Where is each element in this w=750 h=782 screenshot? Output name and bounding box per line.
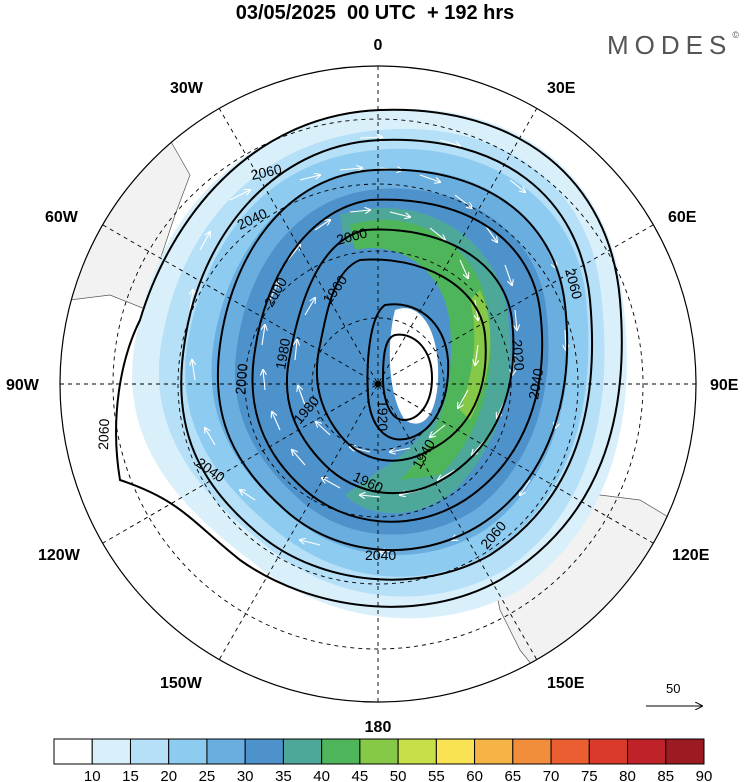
colorbar-label: 85: [657, 768, 674, 782]
contour-label: 2040: [525, 367, 546, 401]
colorbar-swatch: [244, 738, 284, 765]
contour-label: 2040: [365, 547, 396, 563]
colorbar-label: 40: [313, 768, 330, 782]
colorbar-label: 65: [504, 768, 521, 782]
colorbar-label: 10: [84, 768, 101, 782]
colorbar-label: 45: [352, 768, 369, 782]
colorbar: 10 15 20 25 30 35 40 45 50 55 60 65 70 75 80 85 90: [53, 738, 713, 782]
colorbar-label: 30: [237, 768, 254, 782]
wind-vectors: [190, 137, 566, 552]
longitude-labels: 0 180 90W 90E 30W 60W 30E 60E 120W 150W …: [6, 37, 739, 736]
colorbar-swatch: [53, 738, 93, 765]
colorbar-label: 75: [581, 768, 598, 782]
colorbar-swatch: [359, 738, 399, 765]
colorbar-swatch: [129, 738, 170, 765]
lon-label-90e: 90E: [710, 377, 739, 394]
contour-label: 1980: [272, 337, 293, 371]
colorbar-label: 50: [390, 768, 407, 782]
contour-label: 2060: [249, 161, 283, 183]
colorbar-swatch: [588, 738, 629, 765]
lon-label-30e: 30E: [547, 80, 576, 97]
colorbar-label: 25: [199, 768, 216, 782]
colorbar-label: 35: [275, 768, 292, 782]
colorbar-swatch: [397, 738, 437, 765]
colorbar-label: 15: [122, 768, 139, 782]
lon-label-60e: 60E: [668, 209, 697, 226]
colorbar-swatch: [665, 738, 705, 765]
lon-label-90w: 90W: [6, 377, 40, 394]
contour-label: 2060: [95, 418, 112, 450]
vector-scale: 50: [646, 681, 702, 706]
logo-text: MODES: [607, 30, 733, 60]
colorbar-swatch: [512, 738, 552, 765]
colorbar-swatch: [206, 738, 246, 765]
map-boundary: [59, 65, 697, 703]
map-title: 03/05/2025 00 UTC + 192 hrs: [235, 2, 515, 24]
colorbar-label: 60: [466, 768, 483, 782]
colorbar-swatch: [91, 738, 131, 765]
contour-label: 2000: [232, 363, 251, 396]
lon-label-120e: 120E: [672, 547, 710, 564]
colorbar-swatch: [282, 738, 323, 765]
colorbar-swatch: [168, 738, 208, 765]
lon-label-0: 0: [374, 37, 383, 54]
south-pole-marker: [375, 381, 381, 387]
contour-label: 1920: [375, 400, 391, 431]
modes-logo: MODES©: [607, 30, 739, 61]
colorbar-swatch: [321, 738, 361, 765]
contour-label: 2060: [562, 267, 586, 301]
colorbar-label: 90: [696, 768, 713, 782]
logo-mark: ©: [732, 30, 739, 40]
wind-speed-shading: [132, 108, 627, 619]
colorbar-swatch: [474, 738, 514, 765]
lon-label-60w: 60W: [45, 209, 79, 226]
lon-label-150e: 150E: [547, 675, 585, 692]
lon-label-180: 180: [365, 719, 392, 736]
lon-label-120w: 120W: [38, 547, 81, 564]
colorbar-swatch: [550, 738, 590, 765]
graticule: [60, 66, 696, 702]
colorbar-swatch: [627, 738, 667, 765]
colorbar-label: 80: [619, 768, 636, 782]
contour-label: 2020: [509, 339, 528, 372]
lon-label-150w: 150W: [160, 675, 203, 692]
contour-label: 2000: [335, 224, 369, 248]
lon-label-30w: 30W: [170, 80, 204, 97]
vector-scale-label: 50: [666, 681, 680, 696]
map-disk: [60, 66, 696, 702]
colorbar-label: 55: [428, 768, 445, 782]
colorbar-swatch: [435, 738, 476, 765]
colorbar-label: 20: [160, 768, 177, 782]
colorbar-label: 70: [543, 768, 560, 782]
